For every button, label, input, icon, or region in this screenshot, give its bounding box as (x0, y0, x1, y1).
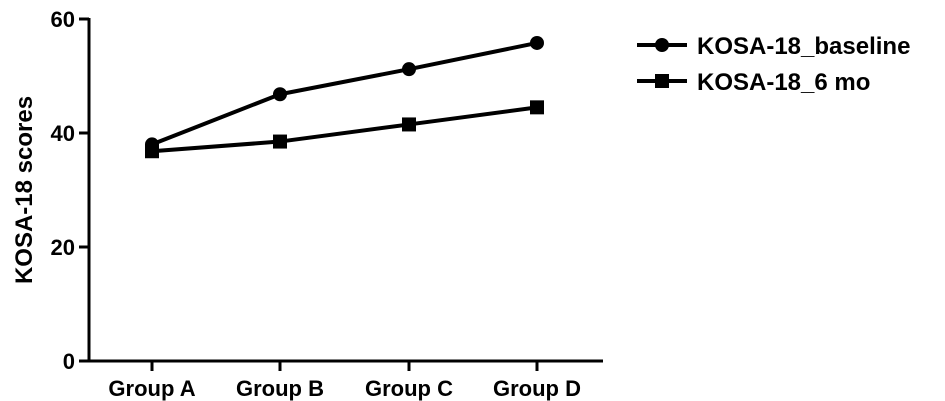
data-point (530, 100, 544, 115)
data-point (273, 87, 287, 102)
x-tick-label: Group D (493, 376, 581, 401)
legend-label: KOSA-18_baseline (697, 33, 910, 60)
series-2 (145, 100, 544, 159)
x-tick-label: Group A (108, 376, 195, 401)
data-point (402, 62, 416, 77)
legend-label: KOSA-18_6 mo (697, 69, 870, 96)
data-point (273, 134, 287, 149)
series-line (151, 105, 538, 154)
x-ticks: Group A Group B Group C Group D (108, 361, 581, 401)
legend-item: KOSA-18_6 mo (637, 69, 870, 96)
y-tick-label: 40 (51, 121, 75, 146)
x-tick-label: Group B (236, 376, 324, 401)
legend: KOSA-18_baseline KOSA-18_6 mo (637, 33, 910, 96)
series-layer (145, 35, 544, 159)
y-tick-label: 20 (51, 235, 75, 260)
series-line (151, 40, 538, 147)
y-axis-title: KOSA-18 scores (11, 96, 38, 284)
data-point (145, 144, 159, 159)
y-tick-label: 60 (51, 7, 75, 32)
y-tick-label: 0 (63, 349, 75, 374)
data-point (402, 117, 416, 132)
y-ticks: 0 20 40 60 (51, 7, 89, 374)
legend-marker (655, 38, 669, 52)
legend-marker (655, 74, 669, 88)
data-point (530, 35, 544, 50)
legend-item: KOSA-18_baseline (637, 33, 910, 60)
x-tick-label: Group C (365, 376, 453, 401)
